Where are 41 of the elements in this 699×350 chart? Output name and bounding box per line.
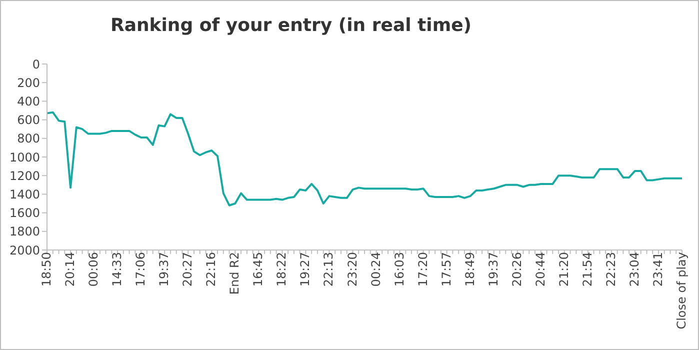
x-tick-label: 14:33 — [110, 252, 124, 287]
x-tick-label: 19:37 — [157, 252, 172, 287]
x-tick-label: 18:22 — [274, 252, 289, 287]
x-tick-label: End R2 — [228, 252, 242, 295]
x-tick-label: 18:50 — [40, 252, 54, 287]
x-tick-label: 18:49 — [462, 252, 477, 287]
x-tick-label: 23:20 — [345, 252, 360, 287]
x-tick-label: 19:27 — [298, 252, 312, 287]
x-tick-label: 20:26 — [510, 252, 524, 287]
y-tick-label: 1600 — [9, 206, 40, 220]
x-tick-label: 17:20 — [416, 252, 430, 287]
y-tick-label: 200 — [17, 76, 40, 90]
x-tick-label: 22:16 — [204, 252, 218, 287]
x-tick-label: 17:57 — [439, 252, 454, 287]
x-tick-label: 20:27 — [180, 252, 195, 287]
x-tick-label: Close of play — [674, 252, 689, 330]
y-tick-label: 600 — [17, 113, 40, 128]
y-tick-label: 2000 — [9, 243, 40, 258]
x-tick-label: 23:41 — [651, 252, 665, 287]
x-tick-label: 16:45 — [251, 252, 266, 287]
x-tick-label: 21:20 — [556, 252, 571, 287]
chart-title: Ranking of your entry (in real time) — [109, 15, 473, 36]
y-tick-label: 1200 — [9, 168, 40, 183]
x-tick-label: 23:04 — [627, 252, 642, 287]
y-tick-label: 0 — [32, 57, 40, 72]
x-tick-label: 20:44 — [533, 252, 548, 287]
y-tick-label: 800 — [17, 132, 40, 146]
x-tick-label: 22:13 — [322, 252, 336, 287]
x-tick-label: 00:24 — [368, 252, 383, 287]
y-tick-label: 400 — [17, 94, 40, 108]
y-tick-label: 1800 — [9, 224, 40, 239]
x-tick-label: 22:23 — [604, 252, 618, 287]
y-tick-label: 1000 — [9, 150, 40, 164]
x-tick-label: 21:54 — [580, 252, 594, 287]
line-series — [46, 111, 683, 206]
y-tick-label: 1400 — [9, 187, 40, 202]
x-tick-label: 19:37 — [486, 252, 500, 287]
x-tick-label: 16:03 — [392, 252, 406, 287]
x-tick-label: 17:06 — [134, 252, 148, 287]
x-tick-label: 20:14 — [63, 252, 78, 287]
x-tick-label: 00:06 — [86, 252, 101, 287]
